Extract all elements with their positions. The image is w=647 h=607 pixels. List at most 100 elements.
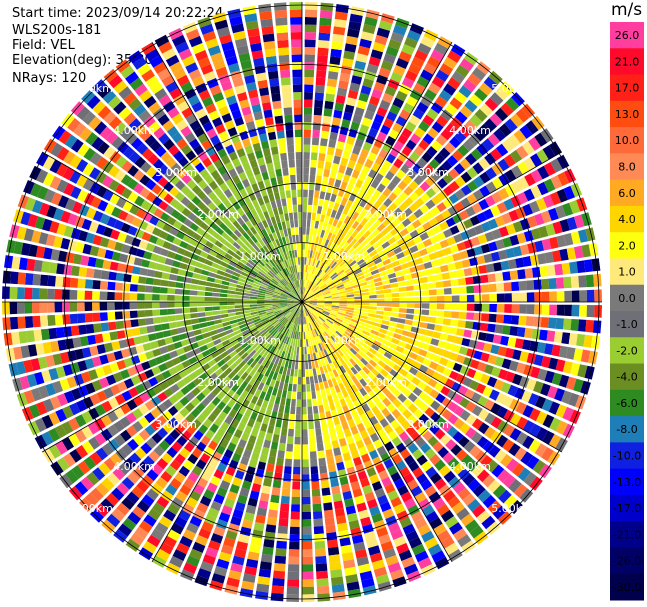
gate-cell [128, 151, 141, 164]
gate-cell [202, 231, 211, 240]
gate-cell [63, 326, 72, 338]
gate-cell [197, 179, 208, 190]
gate-cell [141, 148, 154, 160]
gate-cell [240, 390, 249, 399]
gate-cell [305, 308, 309, 316]
gate-cell [227, 249, 236, 257]
gate-cell [274, 192, 281, 201]
gate-cell [459, 295, 467, 302]
gate-cell [390, 31, 405, 43]
gate-cell [257, 364, 264, 373]
gate-cell [262, 102, 272, 111]
gate-cell [97, 247, 107, 258]
gate-cell [87, 256, 97, 267]
gate-cell [429, 303, 437, 310]
gate-cell [591, 258, 601, 272]
gate-cell [102, 90, 117, 104]
gate-cell [331, 583, 345, 593]
gate-cell [221, 317, 230, 323]
gate-cell [30, 358, 41, 371]
gate-cell [189, 120, 201, 131]
gate-cell [283, 252, 289, 260]
gate-cell [123, 92, 137, 106]
gate-cell [263, 332, 270, 339]
gate-cell [262, 384, 269, 393]
gate-cell [324, 297, 332, 300]
gate-cell [291, 391, 297, 400]
gate-cell [229, 362, 238, 371]
gate-cell [285, 344, 290, 353]
gate-cell [380, 13, 395, 24]
gate-cell [125, 132, 138, 145]
gate-cell [304, 17, 317, 25]
gate-cell [318, 404, 325, 414]
gate-cell [377, 382, 386, 392]
gate-cell [428, 282, 437, 289]
gate-cell [86, 95, 101, 110]
gate-cell [271, 258, 278, 266]
gate-cell [132, 56, 147, 70]
gate-cell [292, 474, 301, 482]
gate-cell [478, 157, 491, 170]
gate-cell [452, 213, 463, 224]
gate-cell [307, 406, 313, 415]
gate-cell [21, 242, 31, 256]
gate-cell [136, 142, 149, 155]
gate-cell [329, 170, 337, 179]
gate-cell [175, 41, 190, 54]
gate-cell [244, 240, 252, 249]
gate-cell [219, 293, 228, 298]
gate-cell [207, 359, 217, 368]
gate-cell [387, 272, 397, 279]
gate-cell [402, 268, 411, 275]
gate-cell [431, 550, 446, 563]
gate-cell [262, 219, 269, 229]
gate-cell [236, 217, 245, 226]
gate-cell [274, 311, 282, 316]
gate-cell [328, 346, 335, 354]
gate-cell [91, 379, 103, 392]
gate-cell [389, 104, 401, 115]
gate-cell [337, 269, 345, 276]
gate-cell [328, 177, 335, 187]
gate-cell [119, 127, 133, 140]
gate-cell [140, 442, 152, 455]
colorbar: 26.021.017.013.010.08.06.04.02.01.00.0-1… [610, 22, 644, 601]
gate-cell [322, 222, 328, 231]
gate-cell [162, 241, 172, 250]
gate-cell [228, 408, 238, 419]
gate-cell [414, 297, 422, 302]
gate-cell [314, 420, 321, 429]
gate-cell [391, 436, 402, 447]
gate-cell [242, 268, 250, 275]
gate-cell [356, 53, 368, 63]
gate-cell [294, 331, 297, 339]
gate-cell [272, 305, 280, 308]
gate-cell [324, 215, 330, 224]
gate-cell [302, 296, 308, 302]
gate-cell [439, 239, 449, 249]
gate-cell [282, 92, 292, 101]
gate-cell [114, 393, 126, 406]
gate-cell [376, 294, 385, 299]
gate-cell [256, 414, 264, 423]
gate-cell [390, 496, 402, 508]
gate-cell [403, 186, 414, 196]
gate-cell [249, 246, 257, 254]
gate-cell [165, 377, 176, 387]
gate-cell [121, 244, 131, 254]
gate-cell [62, 302, 70, 313]
gate-cell [241, 329, 250, 336]
gate-cell [315, 236, 320, 244]
gate-cell [364, 16, 378, 27]
gate-cell [330, 193, 337, 203]
gate-cell [16, 226, 27, 240]
gate-cell [536, 149, 549, 164]
gate-cell [85, 232, 96, 244]
gate-cell [342, 344, 350, 353]
gate-cell [257, 180, 265, 190]
gate-cell [437, 530, 451, 543]
gate-cell [303, 122, 312, 130]
gate-cell [337, 204, 345, 213]
gate-cell [283, 344, 288, 352]
